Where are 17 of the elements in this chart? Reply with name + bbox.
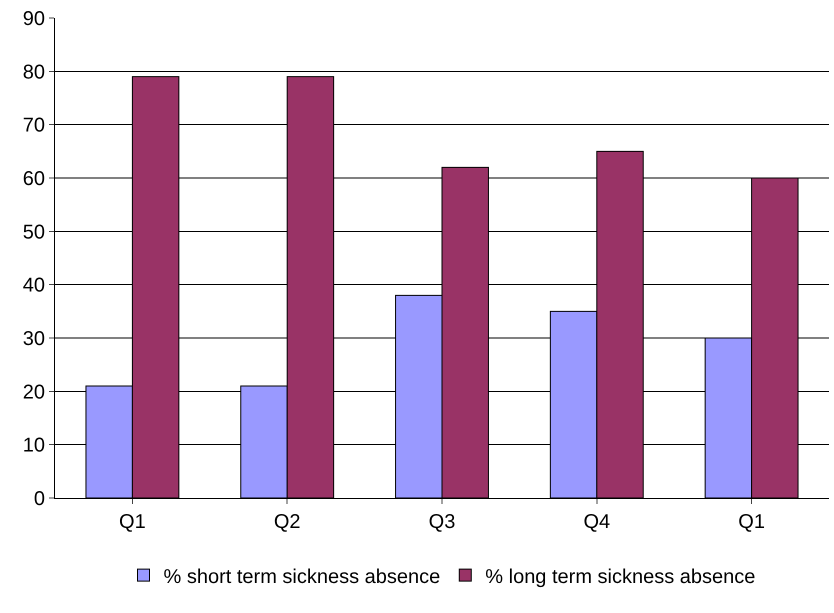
x-tick-label: Q1 — [738, 511, 765, 533]
legend-label: % long term sickness absence — [485, 566, 756, 588]
x-tick-label: Q1 — [119, 511, 146, 533]
y-tick-label: 30 — [22, 328, 45, 350]
y-tick-label: 0 — [34, 488, 45, 510]
y-tick-label: 40 — [22, 274, 45, 297]
x-tick-label: Q4 — [583, 511, 610, 533]
y-tick-label: 10 — [22, 434, 45, 457]
x-tick-label: Q3 — [428, 511, 456, 533]
y-tick-label: 90 — [22, 8, 45, 30]
y-tick-label: 20 — [22, 381, 45, 404]
y-tick-label: 50 — [22, 221, 45, 244]
x-tick-label: Q2 — [274, 511, 301, 533]
y-tick-label: 80 — [22, 61, 45, 84]
y-tick-label: 60 — [22, 168, 45, 190]
legend-label: % short term sickness absence — [164, 566, 440, 588]
y-tick-label: 70 — [22, 114, 45, 137]
